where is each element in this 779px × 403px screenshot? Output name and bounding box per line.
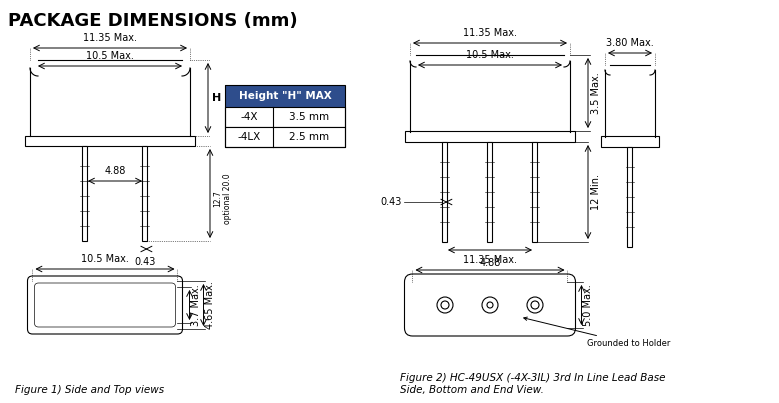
Bar	[405, 131, 575, 142]
Bar	[225, 85, 345, 107]
Text: 3.80 Max.: 3.80 Max.	[606, 38, 654, 48]
Text: 3.5 Max.: 3.5 Max.	[591, 72, 601, 114]
Bar	[225, 127, 345, 147]
Bar	[601, 136, 659, 147]
Text: Grounded to Holder: Grounded to Holder	[523, 317, 671, 348]
Text: 3.7 Max.: 3.7 Max.	[192, 284, 202, 326]
FancyBboxPatch shape	[27, 276, 182, 334]
Text: Figure 2) HC-49USX (-4X-3IL) 3rd In Line Lead Base
Side, Bottom and End View.: Figure 2) HC-49USX (-4X-3IL) 3rd In Line…	[400, 374, 665, 395]
Bar	[83, 146, 87, 241]
Text: 11.35 Max.: 11.35 Max.	[463, 28, 517, 38]
Text: 11.35 Max.: 11.35 Max.	[83, 33, 137, 43]
Bar	[442, 142, 447, 242]
Text: 3.5 mm: 3.5 mm	[289, 112, 329, 122]
Bar	[225, 85, 345, 147]
FancyBboxPatch shape	[404, 274, 576, 336]
Text: Figure 1) Side and Top views: Figure 1) Side and Top views	[15, 385, 164, 395]
Text: Height "H" MAX: Height "H" MAX	[238, 91, 331, 101]
Text: 0.43: 0.43	[381, 197, 402, 207]
Text: 2.5 mm: 2.5 mm	[289, 132, 329, 142]
Bar	[225, 107, 345, 127]
Text: 10.5 Max.: 10.5 Max.	[81, 254, 129, 264]
Text: 0.43: 0.43	[134, 257, 156, 267]
Text: 12 Min.: 12 Min.	[591, 174, 601, 210]
Bar	[143, 146, 147, 241]
Text: 4.88: 4.88	[104, 166, 125, 176]
Text: 10.5 Max.: 10.5 Max.	[86, 51, 134, 61]
Bar	[488, 142, 492, 242]
Text: 5.0 Max.: 5.0 Max.	[583, 284, 594, 326]
Text: -4LX: -4LX	[238, 132, 261, 142]
FancyBboxPatch shape	[34, 283, 175, 327]
Text: -4X: -4X	[240, 112, 258, 122]
Text: 10.5 Max.: 10.5 Max.	[466, 50, 514, 60]
Bar	[628, 147, 633, 247]
Bar	[25, 136, 195, 146]
Text: 12.7
optional 20.0: 12.7 optional 20.0	[213, 173, 232, 224]
Text: 11.35 Max.: 11.35 Max.	[463, 255, 517, 265]
Text: 4.65 Max.: 4.65 Max.	[206, 281, 216, 329]
Text: PACKAGE DIMENSIONS (mm): PACKAGE DIMENSIONS (mm)	[8, 12, 298, 30]
Text: H: H	[212, 93, 221, 103]
Bar	[533, 142, 538, 242]
Text: 4.88: 4.88	[479, 258, 501, 268]
